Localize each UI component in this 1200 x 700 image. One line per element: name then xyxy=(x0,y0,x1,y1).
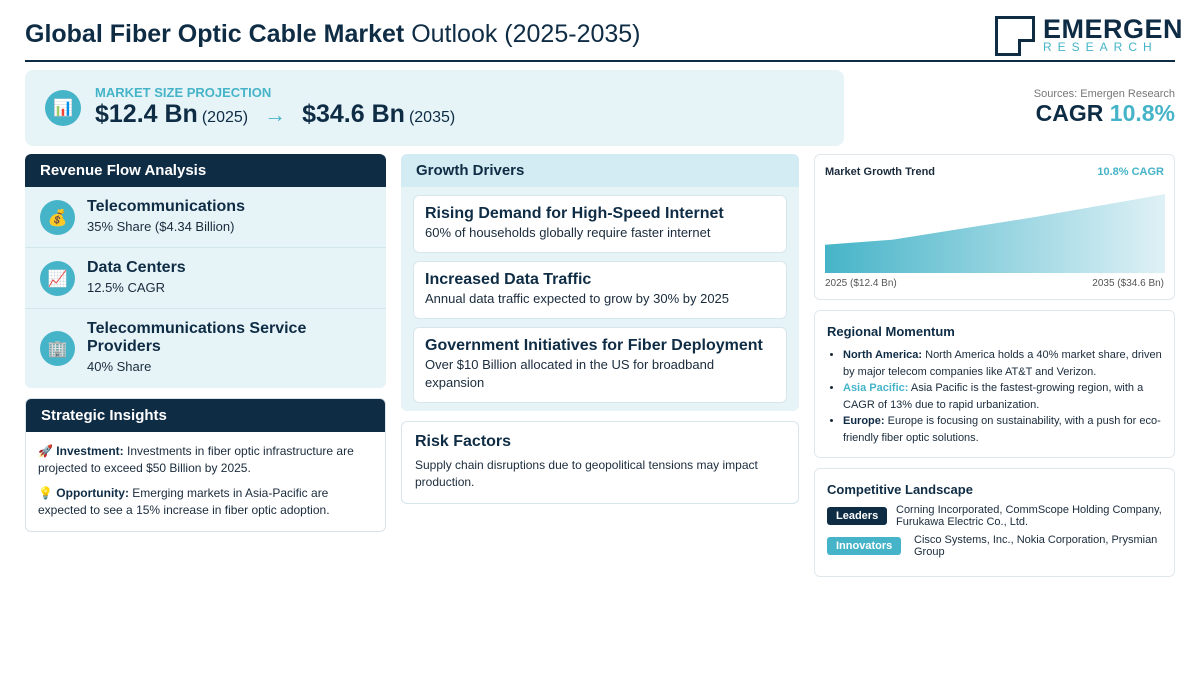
innovators-badge: Innovators xyxy=(827,537,902,555)
risk-factors-text: Supply chain disruptions due to geopolit… xyxy=(415,458,758,489)
region-item: Europe: Europe is focusing on sustainabi… xyxy=(843,413,1165,446)
risk-factors-title: Risk Factors xyxy=(415,433,512,450)
region-text: North America holds a 40% market share, … xyxy=(843,349,1162,378)
trend-start-label: 2025 ($12.4 Bn) xyxy=(825,278,897,289)
trend-area-svg xyxy=(825,194,1165,273)
insight-label: Opportunity: xyxy=(56,486,129,500)
driver-title: Rising Demand for High-Speed Internet xyxy=(425,205,724,222)
driver-text: Annual data traffic expected to grow by … xyxy=(425,291,730,306)
driver-title: Increased Data Traffic xyxy=(425,271,592,288)
start-year: (2025) xyxy=(201,109,249,126)
revenue-item-name: Data Centers xyxy=(87,259,186,276)
region-item: North America: North America holds a 40%… xyxy=(843,347,1165,380)
driver-text: 60% of households globally require faste… xyxy=(425,225,711,240)
start-value: $12.4 Bn xyxy=(95,100,198,128)
growth-drivers-title: Growth Drivers xyxy=(401,154,799,187)
region-text: Europe is focusing on sustainability, wi… xyxy=(843,415,1161,444)
cagr-summary: CAGR 10.8% xyxy=(1036,100,1175,127)
driver-card: Rising Demand for High-Speed Internet 60… xyxy=(413,195,787,253)
driver-text: Over $10 Billion allocated in the US for… xyxy=(425,357,715,390)
revenue-item-name: Telecommunications xyxy=(87,198,245,215)
revenue-item-name: Telecommunications Service Providers xyxy=(87,320,307,355)
rocket-icon: 🚀 xyxy=(38,444,53,458)
leaders-text: Corning Incorporated, CommScope Holding … xyxy=(896,504,1162,528)
revenue-item-detail: 12.5% CAGR xyxy=(87,280,166,295)
building-icon: 🏢 xyxy=(40,331,75,366)
revenue-item-detail: 40% Share xyxy=(87,359,152,374)
region-name: Europe: xyxy=(843,415,885,427)
market-size-banner: 📊 MARKET SIZE PROJECTION $12.4 Bn (2025) →… xyxy=(25,70,844,146)
trend-up-icon: 📈 xyxy=(40,261,75,296)
market-growth-trend-chart: Market Growth Trend 10.8% CAGR 2025 ($12… xyxy=(814,154,1175,300)
logo-sub-text: RESEARCH xyxy=(1043,40,1158,54)
header: Global Fiber Optic Cable Market Outlook … xyxy=(25,12,1183,62)
innovators-text: Cisco Systems, Inc., Nokia Corporation, … xyxy=(914,534,1158,558)
driver-card: Increased Data Traffic Annual data traff… xyxy=(413,261,787,319)
emergen-logo[interactable]: EMERGEN RESEARCH xyxy=(995,14,1183,56)
market-size-label: MARKET SIZE PROJECTION xyxy=(95,85,272,100)
title-bold: Global Fiber Optic Cable Market xyxy=(25,20,405,48)
regional-momentum-panel: Regional Momentum North America: North A… xyxy=(814,310,1175,458)
regional-momentum-title: Regional Momentum xyxy=(827,324,955,339)
end-value: $34.6 Bn xyxy=(302,100,405,128)
revenue-flow-title: Revenue Flow Analysis xyxy=(25,154,386,187)
region-name: Asia Pacific: xyxy=(843,382,909,394)
competitive-landscape-title: Competitive Landscape xyxy=(827,482,973,497)
market-size-values: $12.4 Bn (2025) → $34.6 Bn (2035) xyxy=(95,100,455,129)
insight-item: 💡 Opportunity: Emerging markets in Asia-… xyxy=(26,485,385,519)
revenue-item-detail: 35% Share ($4.34 Billion) xyxy=(87,219,235,234)
strategic-insights-panel: Strategic Insights 🚀 Investment: Investm… xyxy=(25,398,386,532)
revenue-item: 🏢 Telecommunications Service Providers 4… xyxy=(25,309,386,388)
logo-mark-icon xyxy=(995,16,1035,56)
driver-card: Government Initiatives for Fiber Deploym… xyxy=(413,327,787,403)
growth-drivers-panel: Growth Drivers Rising Demand for High-Sp… xyxy=(401,154,799,411)
sources-text: Sources: Emergen Research xyxy=(1033,88,1175,100)
title-rest: Outlook (2025-2035) xyxy=(404,20,641,48)
risk-factors-panel: Risk Factors Supply chain disruptions du… xyxy=(401,421,799,504)
chart-icon: 📊 xyxy=(45,90,81,126)
insight-label: Investment: xyxy=(56,444,124,458)
revenue-item: 💰 Telecommunications 35% Share ($4.34 Bi… xyxy=(25,187,386,248)
region-list: North America: North America holds a 40%… xyxy=(843,347,1165,446)
driver-title: Government Initiatives for Fiber Deploym… xyxy=(425,337,763,354)
cagr-value: 10.8% xyxy=(1109,100,1175,126)
revenue-flow-panel: Revenue Flow Analysis 💰 Telecommunicatio… xyxy=(25,154,386,388)
page-title: Global Fiber Optic Cable Market Outlook … xyxy=(25,20,641,49)
leaders-badge: Leaders xyxy=(827,507,888,525)
arrow-right-icon: → xyxy=(264,102,287,127)
lightbulb-icon: 💡 xyxy=(38,486,53,500)
competitive-landscape-panel: Competitive Landscape Leaders Corning In… xyxy=(814,468,1175,577)
money-bag-icon: 💰 xyxy=(40,200,75,235)
insight-item: 🚀 Investment: Investments in fiber optic… xyxy=(26,443,385,477)
logo-main-text: EMERGEN xyxy=(1043,14,1184,44)
trend-end-label: 2035 ($34.6 Bn) xyxy=(1092,278,1164,289)
insight-text: Investments in fiber optic infrastructur… xyxy=(38,444,354,475)
strategic-insights-title: Strategic Insights xyxy=(26,399,385,432)
cagr-label: CAGR xyxy=(1035,100,1104,126)
trend-title: Market Growth Trend xyxy=(825,166,936,178)
trend-cagr: 10.8% CAGR xyxy=(1097,166,1164,178)
region-text: Asia Pacific is the fastest-growing regi… xyxy=(843,382,1144,411)
insight-text: Emerging markets in Asia-Pacific are exp… xyxy=(38,486,330,517)
region-name: North America: xyxy=(843,349,923,361)
revenue-item: 📈 Data Centers 12.5% CAGR xyxy=(25,248,386,309)
region-item: Asia Pacific: Asia Pacific is the fastes… xyxy=(843,380,1165,413)
trend-area xyxy=(825,194,1165,273)
end-year: (2035) xyxy=(408,109,456,126)
